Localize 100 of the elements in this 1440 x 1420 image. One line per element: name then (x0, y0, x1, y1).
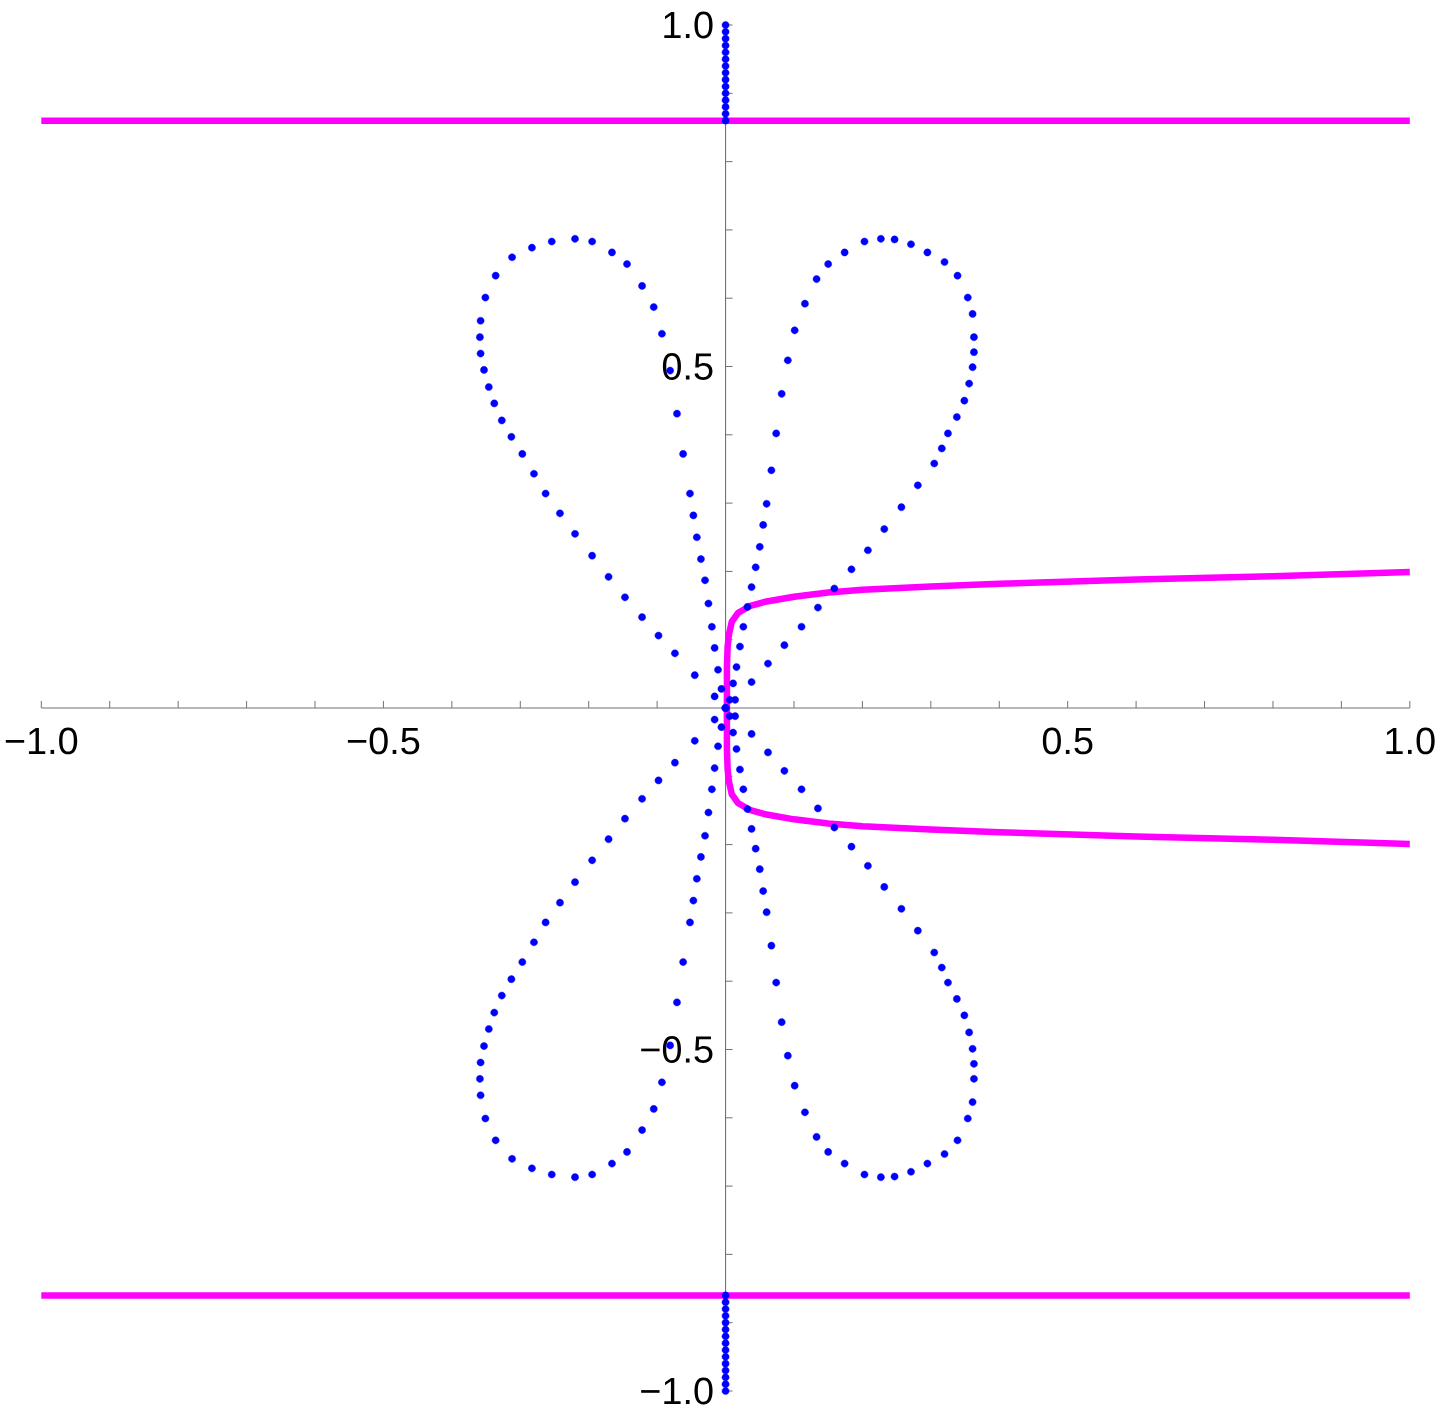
point (679, 450, 687, 458)
point (547, 1170, 556, 1179)
point (755, 543, 764, 551)
point (623, 1148, 631, 1156)
point (814, 603, 822, 612)
point (937, 444, 946, 453)
point (751, 844, 760, 853)
point (710, 764, 719, 772)
point (963, 1114, 972, 1123)
point (690, 671, 699, 680)
point (970, 1075, 978, 1083)
point (714, 665, 722, 674)
point (710, 692, 719, 701)
point (704, 599, 713, 608)
point (721, 34, 730, 43)
point (732, 663, 741, 671)
point (830, 584, 839, 593)
point (721, 82, 730, 91)
point (780, 641, 789, 649)
point (714, 742, 722, 751)
point (847, 842, 856, 851)
point (608, 248, 616, 257)
point (721, 1325, 730, 1334)
point (649, 1105, 658, 1113)
point (658, 1078, 666, 1087)
point (940, 258, 949, 266)
x-tick-label: −1.0 (5, 727, 78, 755)
point (721, 28, 730, 36)
point (476, 1075, 484, 1083)
point (588, 551, 596, 560)
point (940, 1150, 949, 1158)
point (476, 1091, 485, 1100)
point (812, 1133, 821, 1141)
point (953, 1136, 962, 1145)
point (736, 765, 744, 774)
point (686, 918, 694, 927)
point (721, 1332, 730, 1341)
point (710, 644, 719, 652)
point (604, 835, 613, 843)
point (877, 234, 885, 243)
point (508, 253, 516, 262)
point (762, 908, 771, 917)
point (801, 299, 809, 308)
point (638, 795, 646, 803)
point (507, 975, 516, 983)
point (732, 745, 741, 753)
point (965, 379, 973, 388)
x-tick-label: −0.5 (347, 727, 420, 755)
point (860, 1170, 869, 1179)
point (944, 429, 952, 438)
point (708, 622, 716, 631)
point (721, 116, 730, 125)
point (725, 696, 734, 704)
point (498, 416, 506, 425)
point (481, 1114, 490, 1123)
x-tick-label: 1.0 (1386, 727, 1435, 755)
point (780, 767, 789, 775)
point (923, 248, 932, 257)
point (968, 1045, 977, 1053)
point (721, 41, 730, 50)
point (824, 1148, 832, 1156)
point (784, 356, 792, 365)
point (759, 887, 767, 895)
point (824, 260, 832, 268)
point (686, 489, 694, 498)
point (721, 96, 730, 104)
point (890, 235, 899, 244)
point (897, 503, 906, 511)
point (721, 1291, 730, 1300)
point (708, 785, 716, 794)
point (747, 678, 756, 686)
point (721, 1387, 730, 1395)
point (970, 333, 978, 341)
point (528, 243, 536, 252)
y-tick-label: −0.5 (641, 1036, 713, 1063)
point (604, 573, 613, 581)
point (571, 530, 579, 538)
point (830, 823, 839, 832)
point (638, 1126, 646, 1134)
point (970, 1060, 978, 1068)
point (507, 433, 516, 441)
y-tick-label: 0.5 (662, 353, 713, 380)
point (679, 958, 687, 966)
point (491, 271, 500, 280)
point (784, 1051, 792, 1060)
point (476, 349, 485, 358)
point (890, 1172, 899, 1181)
point (528, 1164, 536, 1173)
point (556, 509, 564, 518)
x-tick-label: 0.5 (1042, 727, 1093, 755)
point (476, 1058, 485, 1067)
point (968, 1098, 977, 1106)
point (790, 1081, 799, 1090)
point (840, 1159, 849, 1168)
point (571, 234, 579, 243)
point (767, 466, 776, 475)
point (654, 776, 663, 785)
point (914, 481, 922, 490)
point (790, 326, 799, 335)
point (654, 631, 663, 640)
